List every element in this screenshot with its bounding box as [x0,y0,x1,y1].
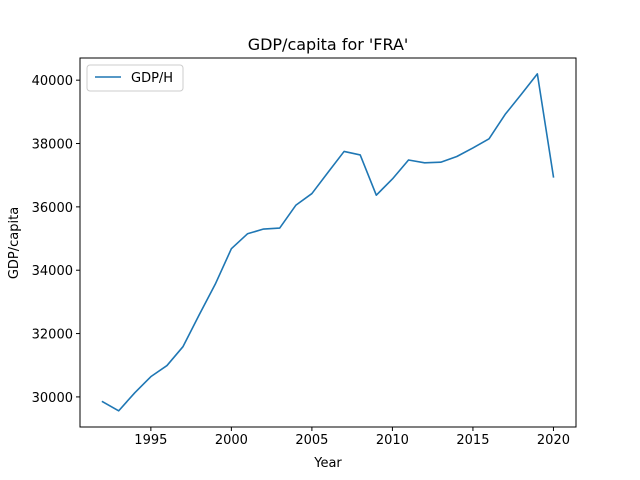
legend-box [86,64,184,92]
series-line-0 [101,73,555,412]
y-tick-label: 34000 [32,264,73,279]
x-axis-label: Year [313,456,342,471]
x-tick-label: 1995 [134,433,167,448]
x-tick-label: 2015 [456,433,489,448]
series-group [101,73,555,412]
x-tick-label: 2000 [215,433,248,448]
legend-label: GDP/H [131,71,173,86]
y-tick-label: 38000 [32,138,73,153]
y-tick-label: 30000 [32,391,73,406]
legend: GDP/H [86,64,184,92]
plot-frame [79,57,577,428]
y-tick-label: 32000 [32,328,73,343]
y-tick-label: 40000 [32,74,73,89]
axis-ticks: 1995 2000 2005 2010 2015 2020 30000 32000 34000 3… [32,74,570,448]
x-tick-label: 2005 [295,433,328,448]
y-tick-label: 36000 [32,201,73,216]
x-tick-label: 2020 [537,433,570,448]
x-tick-label: 2010 [376,433,409,448]
chart-title: GDP/capita for 'FRA' [248,35,409,54]
y-axis-label: GDP/capita [7,207,22,279]
